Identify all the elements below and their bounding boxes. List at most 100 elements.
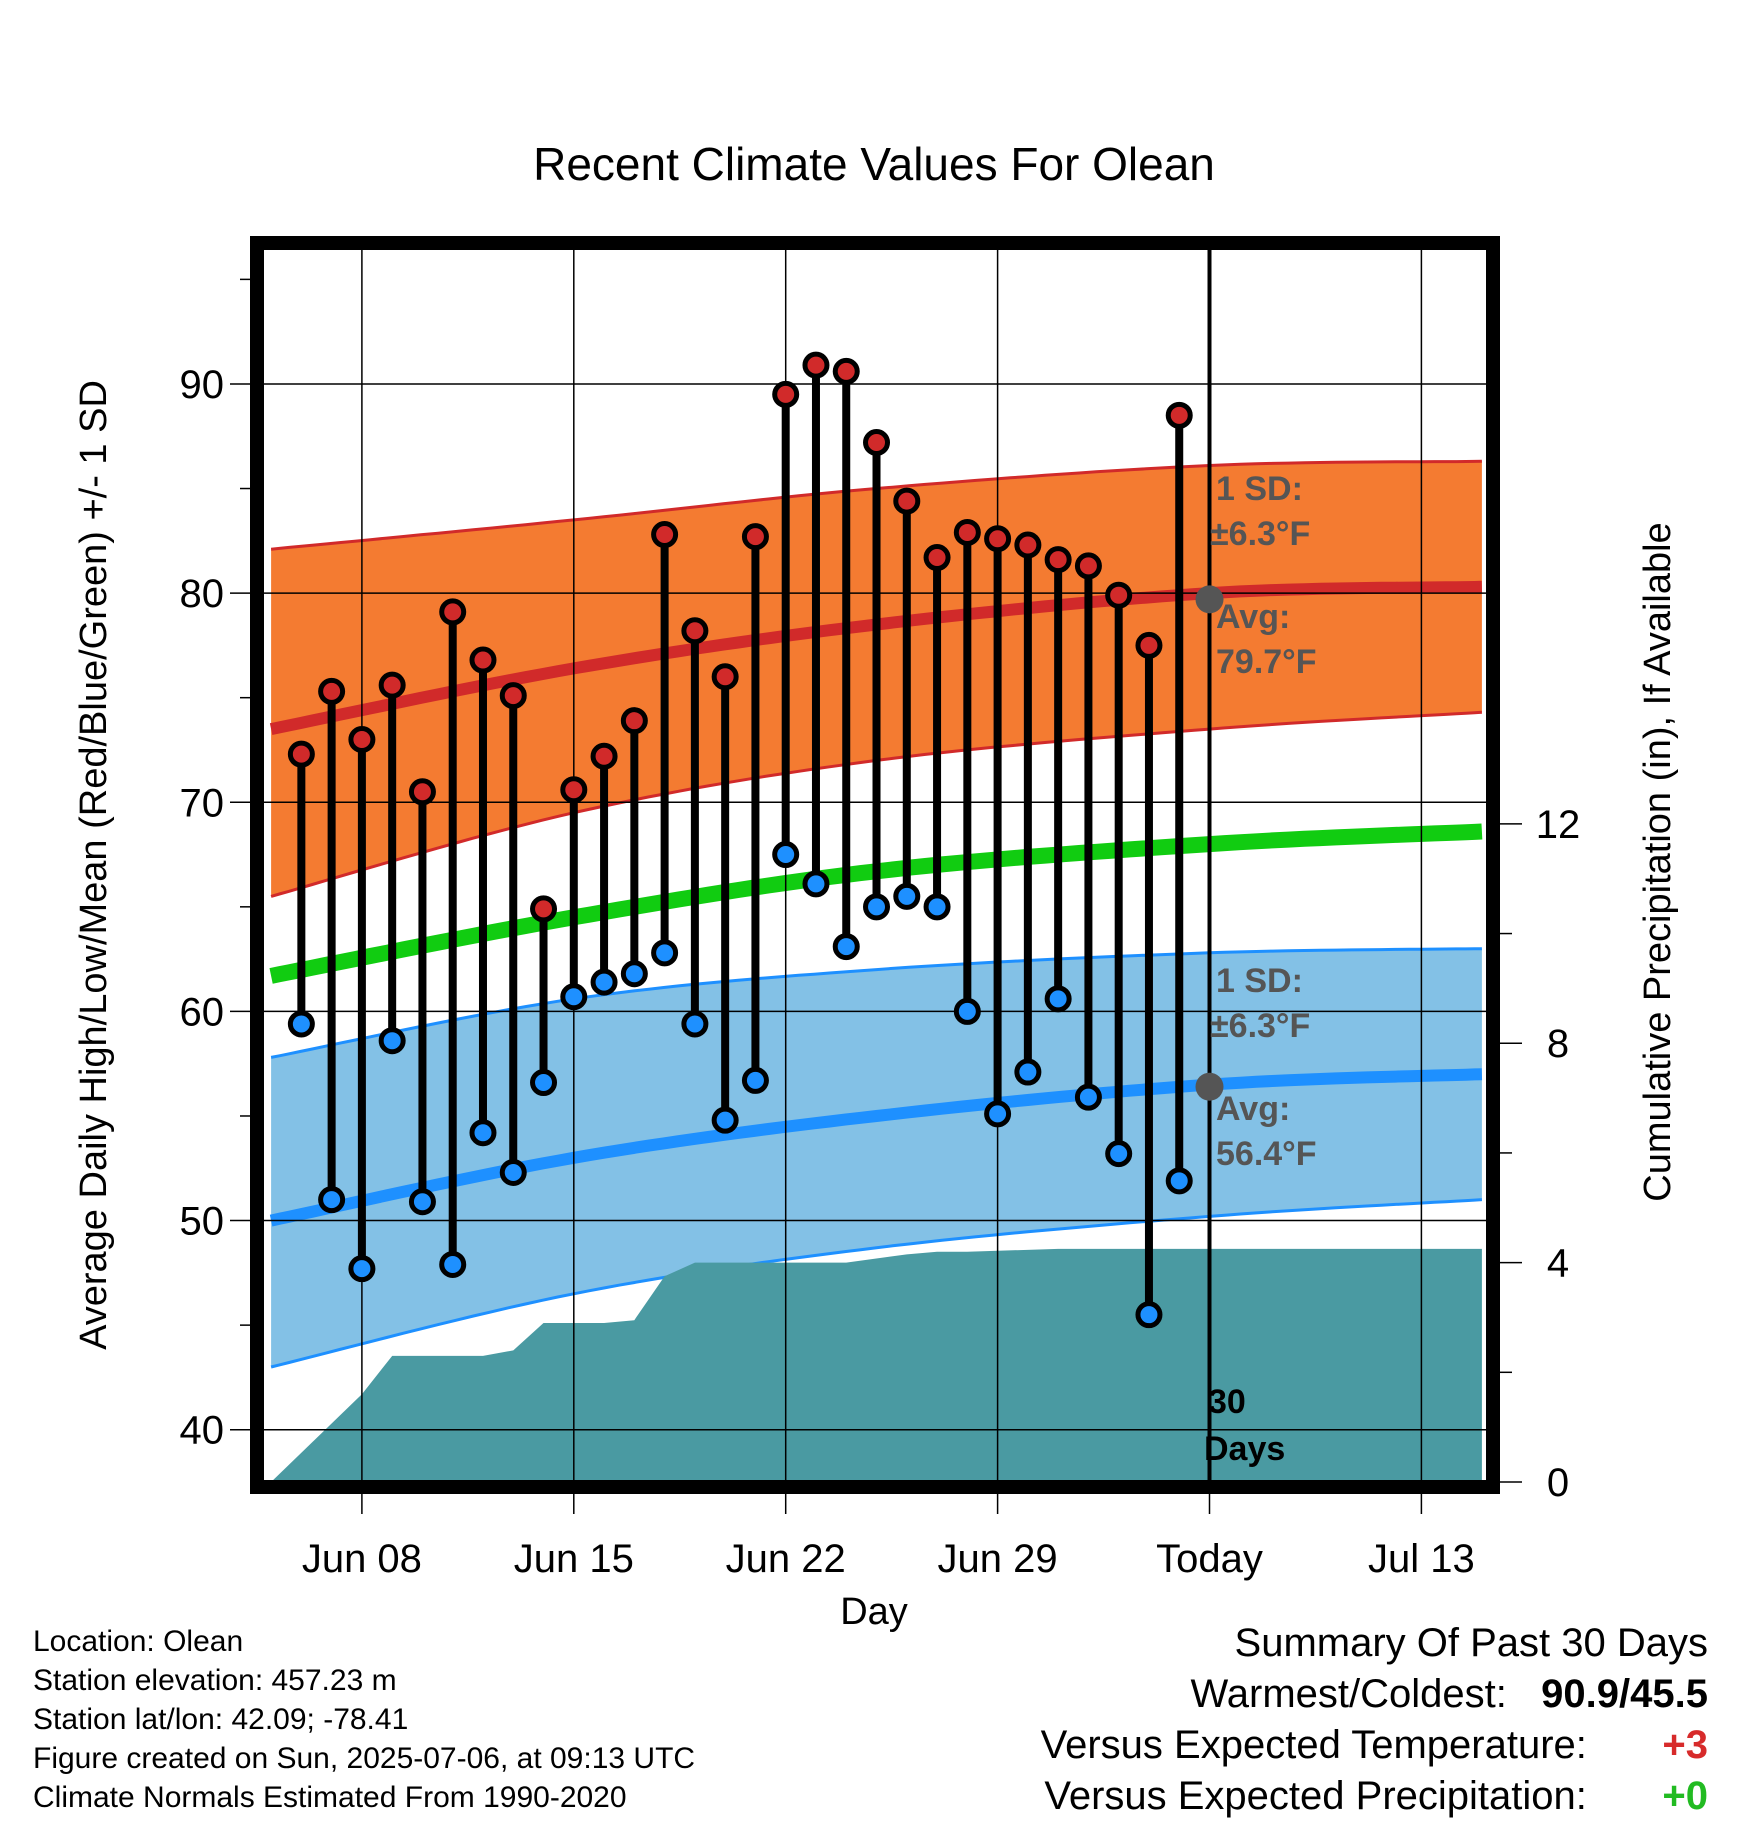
x-tick-label: Jun 22: [726, 1537, 846, 1581]
daily-low-point: [378, 1027, 406, 1055]
y-tick-label-left: 70: [180, 781, 225, 825]
temp-label: Versus Expected Temperature:: [1040, 1723, 1587, 1767]
daily-low-point: [439, 1250, 467, 1278]
daily-low-point: [408, 1188, 436, 1216]
high-sd-value: ±6.3°F: [1210, 515, 1310, 553]
daily-high-point: [530, 895, 558, 923]
daily-high-point: [741, 523, 769, 551]
daily-low-point: [832, 933, 860, 961]
daily-high-point: [1044, 546, 1072, 574]
daily-low-point: [1165, 1167, 1193, 1195]
chart-title: Recent Climate Values For Olean: [533, 138, 1215, 190]
daily-low-point: [530, 1069, 558, 1097]
low-avg-line: [269, 1068, 1483, 1227]
y-tick-label-left: 50: [180, 1200, 225, 1244]
high-sd-annotation: 1 SD: ±6.3°F: [1210, 470, 1310, 553]
temp-value: +3: [1662, 1723, 1708, 1767]
days-annotation: 30 Days: [1204, 1383, 1285, 1468]
daily-high-point: [863, 429, 891, 457]
summary-panel: Summary Of Past 30 Days Warmest/Coldest:…: [1041, 1618, 1708, 1822]
low-sd-band-lower-edge: [270, 1198, 1483, 1369]
high-avg-annotation: Avg: 79.7°F: [1216, 598, 1317, 681]
warm-cold-row: Warmest/Coldest: 90.9/45.5: [1041, 1669, 1709, 1720]
daily-low-point: [469, 1119, 497, 1147]
daily-high-point: [984, 525, 1012, 553]
daily-low-point: [1074, 1083, 1102, 1111]
daily-low-point: [772, 841, 800, 869]
daily-low-point: [893, 882, 921, 910]
low-avg-value: 56.4°F: [1216, 1135, 1317, 1173]
x-axis-label: Day: [840, 1591, 908, 1633]
daily-high-point: [651, 521, 679, 549]
location-text: Location: Olean: [33, 1625, 244, 1658]
station-info: Location: Olean Station elevation: 457.2…: [33, 1622, 695, 1817]
daily-high-point: [832, 357, 860, 385]
plot-frame: [250, 236, 1500, 1494]
high-sd-label: 1 SD:: [1216, 470, 1303, 508]
x-tick-label: Jun 29: [938, 1537, 1058, 1581]
x-tick-label: Jun 15: [514, 1537, 634, 1581]
normals-text: Climate Normals Estimated From 1990-2020: [33, 1781, 627, 1814]
daily-high-point: [1074, 552, 1102, 580]
summary-heading: Summary Of Past 30 Days: [1234, 1621, 1708, 1665]
daily-high-point: [711, 663, 739, 691]
daily-high-point: [923, 544, 951, 572]
daily-low-point: [984, 1100, 1012, 1128]
days-word: Days: [1204, 1430, 1285, 1468]
daily-high-point: [499, 682, 527, 710]
warm-cold-value: 90.9/45.5: [1541, 1672, 1708, 1716]
daily-high-point: [439, 598, 467, 626]
daily-low-point: [620, 960, 648, 988]
daily-high-point: [1165, 401, 1193, 429]
daily-high-point: [287, 740, 315, 768]
daily-low-point: [923, 893, 951, 921]
daily-low-point: [1135, 1301, 1163, 1329]
daily-high-point: [1135, 631, 1163, 659]
y-axis-label-left: Average Daily High/Low/Mean (Red/Blue/Gr…: [73, 380, 115, 1350]
latlon-text: Station lat/lon: 42.09; -78.41: [33, 1703, 409, 1736]
daily-low-point: [1014, 1058, 1042, 1086]
y-tick-label-right: 8: [1547, 1022, 1569, 1066]
daily-high-point: [620, 707, 648, 735]
daily-low-point: [711, 1106, 739, 1134]
today-low-avg-marker: [1195, 1072, 1224, 1101]
low-sd-band-upper-edge: [270, 947, 1482, 1059]
temp-row: Versus Expected Temperature: +3: [1041, 1720, 1708, 1771]
daily-high-point: [1105, 581, 1133, 609]
low-sd-value: ±6.3°F: [1210, 1007, 1310, 1045]
y-tick-label-left: 80: [180, 572, 225, 616]
daily-high-point: [953, 518, 981, 546]
daily-low-point: [1105, 1140, 1133, 1168]
y-tick-label-right: 0: [1547, 1461, 1569, 1505]
daily-high-point: [318, 677, 346, 705]
daily-low-point: [651, 939, 679, 967]
created-text: Figure created on Sun, 2025-07-06, at 09…: [33, 1742, 696, 1775]
daily-low-point: [802, 870, 830, 898]
x-tick-label: Jul 13: [1368, 1537, 1475, 1581]
high-avg-value: 79.7°F: [1216, 643, 1317, 681]
high-avg-label: Avg:: [1216, 598, 1290, 636]
daily-high-point: [469, 646, 497, 674]
y-tick-label-right: 4: [1547, 1242, 1569, 1286]
elevation-text: Station elevation: 457.23 m: [33, 1664, 397, 1697]
daily-low-point: [681, 1010, 709, 1038]
daily-low-point: [287, 1010, 315, 1038]
daily-high-point: [348, 726, 376, 754]
daily-high-point: [590, 742, 618, 770]
daily-high-point: [560, 776, 588, 804]
daily-high-point: [772, 380, 800, 408]
y-tick-label-left: 90: [180, 363, 225, 407]
days-count: 30: [1208, 1383, 1246, 1421]
low-sd-label: 1 SD:: [1216, 962, 1303, 1000]
daily-low-point: [953, 997, 981, 1025]
daily-high-point: [893, 487, 921, 515]
daily-low-point: [590, 968, 618, 996]
daily-high-point: [681, 617, 709, 645]
daily-low-point: [560, 983, 588, 1011]
y-tick-label-left: 40: [180, 1409, 225, 1453]
precip-row: Versus Expected Precipitation: +0: [1041, 1771, 1708, 1822]
daily-low-point: [863, 893, 891, 921]
daily-high-point: [378, 671, 406, 699]
daily-low-point: [1044, 985, 1072, 1013]
